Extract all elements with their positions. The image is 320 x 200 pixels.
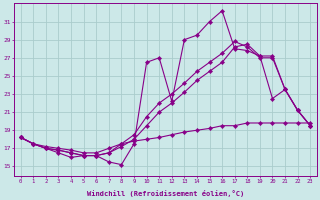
X-axis label: Windchill (Refroidissement éolien,°C): Windchill (Refroidissement éolien,°C) [87,190,244,197]
